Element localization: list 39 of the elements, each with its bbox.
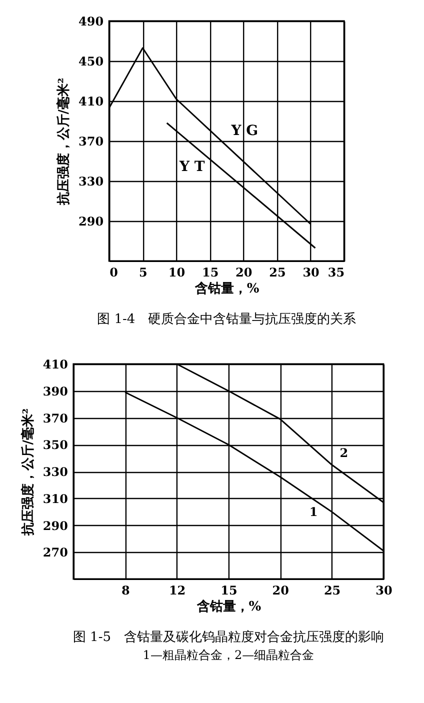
x-tick-label: 10 [168,266,186,280]
y-tick-label: 310 [42,492,68,506]
y-tick-label: 330 [78,174,104,188]
y-axis-title: 抗压强度，公斤/毫米² [56,78,72,206]
y-tick-label: 410 [78,94,104,108]
x-tick-label: 8 [121,584,130,598]
x-tick-label: 20 [236,266,252,280]
x-tick-label: 25 [269,266,286,280]
x-tick-label: 30 [376,584,392,598]
x-tick-label: 35 [328,266,345,280]
x-tick-label: 12 [168,584,186,598]
x-axis-title: 含钴量，% [196,598,262,614]
y-tick-label: 410 [42,358,68,372]
x-tick-label: 25 [324,584,341,598]
y-tick-label: 450 [78,54,104,68]
x-tick-label: 20 [272,584,289,598]
y-tick-label: 390 [42,384,68,398]
y-tick-label: 370 [78,134,104,148]
text: 图 1-5 含钴量及碳化钨晶粒度对合金抗压强度的影响 [72,629,384,645]
y-tick-label: 490 [78,14,104,28]
x-tick-label: 0 [110,266,118,280]
series-label: Y T [178,158,206,175]
series-label: Y G [230,122,258,139]
y-tick-label: 330 [42,465,68,479]
text: 图 1-4 硬质合金中含钴量与抗压强度的关系 [97,311,356,327]
x-tick-label: 15 [202,266,219,280]
x-axis-title: 含钴量，% [194,280,260,296]
series-label: 1 [309,504,318,519]
series-label: 2 [340,446,348,460]
y-tick-label: 350 [42,438,68,452]
y-tick-label: 290 [78,214,104,228]
y-tick-label: 370 [42,411,68,426]
x-tick-label: 15 [220,584,238,598]
y-tick-label: 290 [42,518,68,533]
x-tick-label: 30 [302,266,320,280]
x-tick-label: 5 [139,266,148,280]
y-axis-title: 抗压强度，公斤/毫米² [20,408,36,537]
y-tick-label: 270 [42,546,68,560]
text: 1—粗晶粒合金，2—细晶粒合金 [142,648,314,662]
